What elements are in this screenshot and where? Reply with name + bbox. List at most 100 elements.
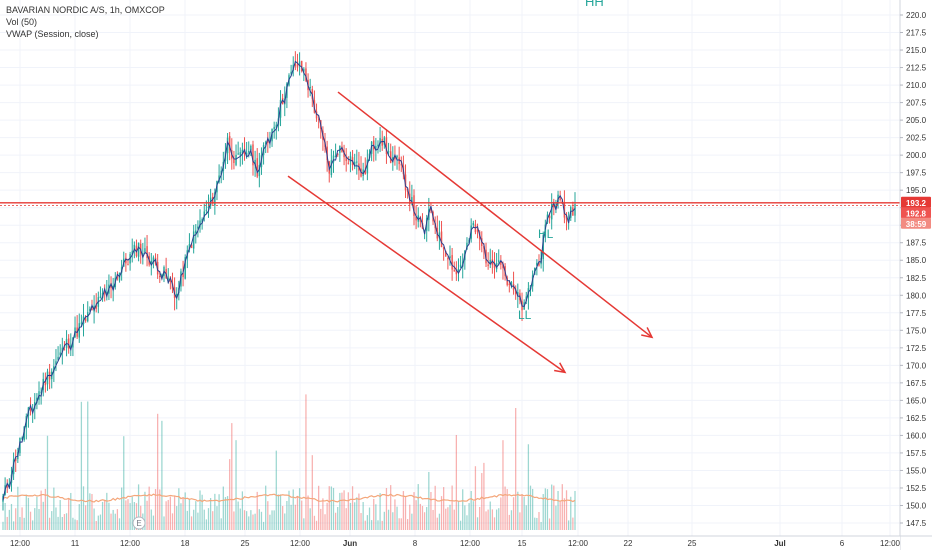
vwap-path bbox=[2, 60, 576, 501]
volume-bar bbox=[125, 500, 127, 530]
price-tick-label: 175.0 bbox=[906, 326, 927, 335]
volume-bar bbox=[559, 501, 561, 530]
volume-bar bbox=[23, 517, 25, 530]
volume-bar bbox=[212, 511, 214, 530]
candle-body bbox=[417, 215, 419, 222]
volume-bar bbox=[203, 509, 205, 530]
time-axis-bg bbox=[0, 536, 900, 550]
vwap-indicator-label[interactable]: VWAP (Session, close) bbox=[6, 29, 99, 39]
volume-bar bbox=[68, 498, 70, 530]
volume-bar bbox=[491, 509, 494, 530]
time-tick-label: Jun bbox=[343, 539, 357, 548]
hh-annotation[interactable]: HH bbox=[585, 0, 604, 9]
volume-bar bbox=[36, 496, 38, 530]
volume-bar bbox=[370, 520, 373, 530]
volume-bar bbox=[70, 492, 72, 530]
volume-bar bbox=[254, 513, 256, 530]
price-tick-label: 205.0 bbox=[906, 116, 927, 125]
volume-bar bbox=[55, 507, 57, 530]
volume-bar bbox=[46, 435, 49, 530]
volume-bar bbox=[233, 511, 235, 530]
volume-bar bbox=[129, 503, 131, 530]
candle-body bbox=[131, 250, 133, 255]
volume-bar bbox=[366, 515, 369, 530]
volume-bar bbox=[423, 512, 426, 530]
volume-bar bbox=[243, 510, 246, 530]
candle-body bbox=[40, 391, 42, 393]
candle-body bbox=[220, 170, 222, 175]
channel-upper-arrow-head bbox=[641, 327, 654, 339]
volume-bar bbox=[561, 484, 563, 530]
volume-bar bbox=[205, 519, 208, 530]
price-tick-label: 147.5 bbox=[906, 519, 927, 528]
candle-body bbox=[59, 352, 61, 356]
earnings-marker[interactable]: E bbox=[132, 516, 146, 530]
candle-body bbox=[211, 196, 214, 204]
channel-upper-arrow[interactable] bbox=[337, 91, 653, 338]
volume-bar bbox=[508, 514, 510, 530]
symbol-title[interactable]: BAVARIAN NORDIC A/S, 1h, OMXCOP bbox=[6, 5, 165, 15]
volume-indicator-label[interactable]: Vol (50) bbox=[6, 17, 38, 27]
volume-bar bbox=[199, 490, 201, 530]
candle-body bbox=[500, 261, 502, 265]
candle-body bbox=[451, 255, 453, 270]
ll-annotation[interactable]: LL bbox=[518, 308, 532, 322]
volume-bar bbox=[307, 495, 309, 530]
hl-annotation[interactable]: HL bbox=[538, 227, 554, 241]
time-tick-label: 25 bbox=[241, 539, 250, 548]
countdown-tag-bg bbox=[901, 217, 931, 229]
volume-bar bbox=[201, 494, 203, 530]
price-tick-label: 207.5 bbox=[906, 99, 927, 108]
volume-bar bbox=[330, 486, 333, 530]
volume-bar bbox=[216, 506, 218, 530]
time-tick-label: 12:00 bbox=[10, 539, 31, 548]
volume-bar bbox=[241, 491, 244, 530]
price-tick-label: 202.5 bbox=[906, 134, 927, 143]
volume-bar bbox=[536, 517, 538, 530]
volume-bar bbox=[377, 520, 379, 530]
candle-body bbox=[275, 124, 278, 128]
candle-body bbox=[383, 137, 386, 145]
volume-bar bbox=[74, 519, 76, 530]
volume-bar bbox=[432, 509, 434, 530]
candle-body bbox=[508, 283, 511, 285]
price-axis[interactable]: 220.0 217.5 215.0 212.5 210.0 207.5 205.0 202.5… bbox=[899, 0, 932, 550]
volume-bar bbox=[305, 394, 307, 530]
time-axis[interactable]: 12:00 11 12:00 18 25 12:00 Jun 8 12:00 15 12:00 22 2… bbox=[0, 535, 932, 550]
candle-body bbox=[226, 137, 229, 154]
volume-bar bbox=[258, 509, 260, 530]
volume-bar bbox=[226, 496, 229, 530]
volume-bar bbox=[21, 507, 23, 530]
volume-bar bbox=[343, 490, 345, 530]
candle-body bbox=[392, 157, 394, 163]
volume-bar bbox=[148, 486, 150, 530]
volume-bar bbox=[171, 513, 174, 530]
volume-bar bbox=[279, 494, 282, 530]
candle-body bbox=[497, 260, 500, 262]
volume-bar bbox=[99, 514, 102, 530]
candle-body bbox=[389, 151, 392, 163]
candle-body bbox=[110, 283, 112, 289]
volume-bar bbox=[358, 493, 360, 530]
candle-body bbox=[517, 292, 519, 296]
price-tick-label: 215.0 bbox=[906, 46, 927, 55]
channel-lower-arrow[interactable] bbox=[287, 175, 566, 373]
volume-bar bbox=[32, 520, 34, 530]
candle-body bbox=[159, 276, 161, 278]
volume-bar bbox=[364, 520, 366, 530]
candle-body bbox=[192, 231, 195, 249]
candle-body bbox=[195, 230, 197, 234]
volume-bar bbox=[298, 488, 301, 530]
volume-bar bbox=[322, 498, 324, 530]
drawings[interactable]: HL LL E bbox=[0, 91, 900, 530]
volume-bar bbox=[362, 502, 364, 530]
chart-legend[interactable]: BAVARIAN NORDIC A/S, 1h, OMXCOP Vol (50)… bbox=[6, 4, 165, 40]
candle-body bbox=[228, 136, 231, 151]
candle-body bbox=[303, 68, 305, 72]
candle-body bbox=[514, 290, 517, 294]
candle-body bbox=[415, 216, 417, 221]
volume-bar bbox=[396, 506, 398, 530]
candle-body bbox=[445, 250, 447, 257]
